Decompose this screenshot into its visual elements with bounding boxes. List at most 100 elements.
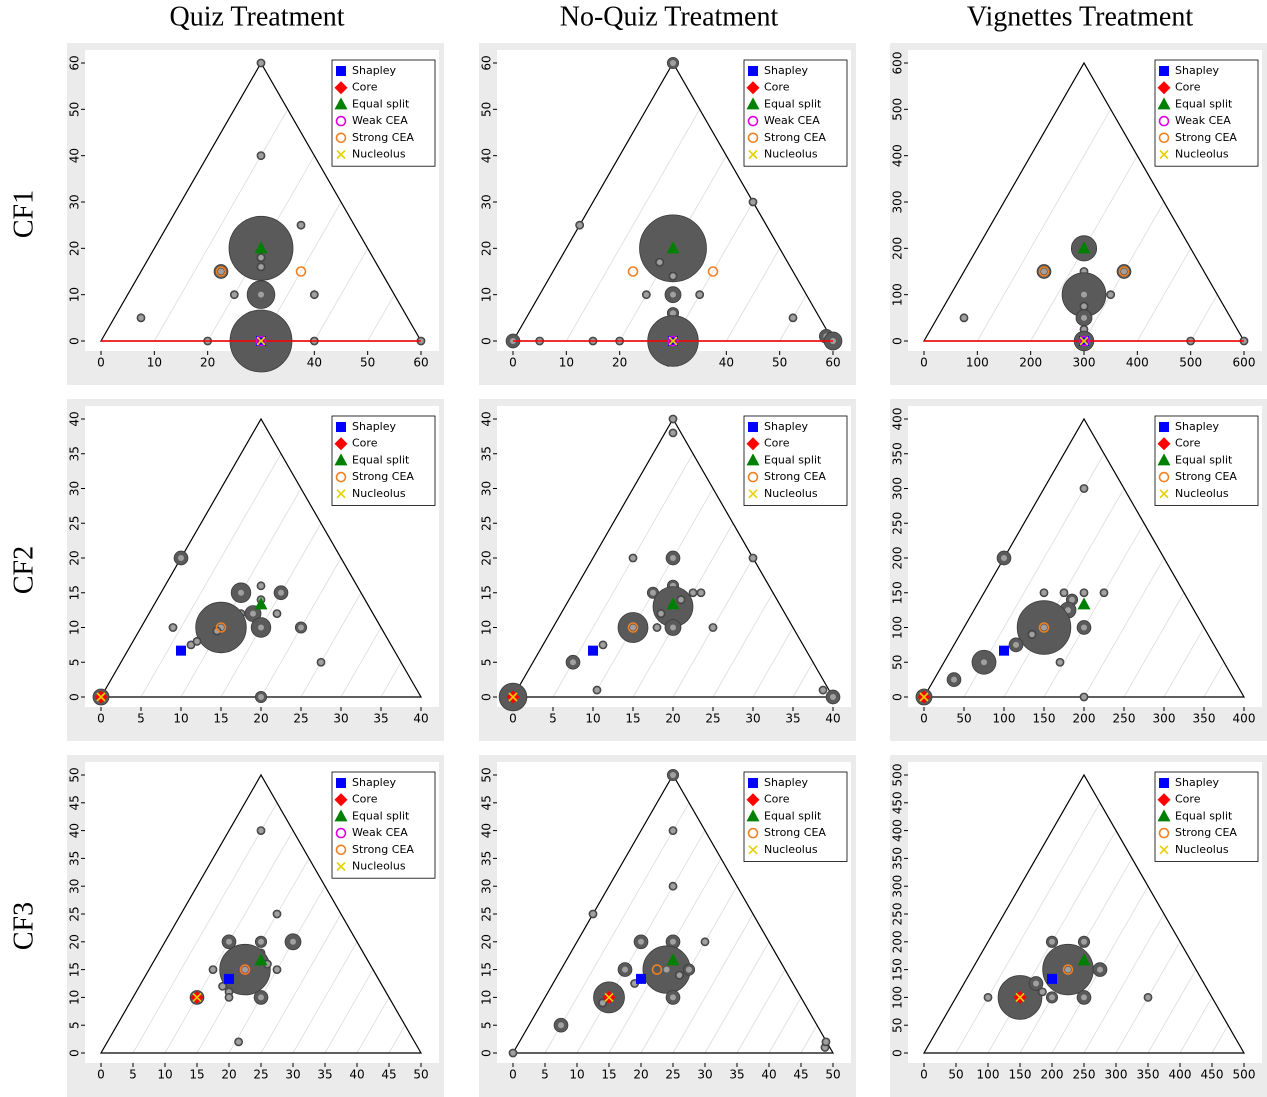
y-tick-label: 20 [68,550,82,565]
bubble-center [226,989,232,995]
bubble-center [210,966,216,973]
legend-label: Weak CEA [352,826,408,839]
y-tick-label: 35 [480,851,494,866]
x-tick-label: 10 [585,712,600,726]
legend-label: Strong CEA [352,470,414,483]
x-tick-label: 15 [625,712,640,726]
grid-line [1136,248,1192,342]
x-tick-label: 200 [1041,1068,1064,1082]
x-tick-label: 25 [293,712,308,726]
y-tick-label: 100 [891,986,905,1009]
equal-split-marker [1157,97,1171,110]
core-marker [746,793,760,807]
legend-label: Strong CEA [352,843,414,856]
legend-label: Nucleolus [764,148,818,161]
legend-label: Core [1175,793,1201,806]
bubble-center [188,642,194,648]
x-tick-label: 60 [825,356,840,370]
cea-marker [295,266,307,277]
x-tick-label: 50 [413,1068,428,1082]
legend-label: Shapley [764,776,809,789]
cea-marker [215,266,227,277]
bubble-center [1049,994,1055,1001]
legend-label: Strong CEA [1175,826,1237,839]
nucleolus-marker [1159,149,1169,160]
grid-line [260,913,342,1054]
grid-line [800,1025,818,1054]
bubble-center [242,966,248,973]
legend-label: Shapley [764,64,809,77]
triangle [99,773,423,1054]
bubble-center [274,966,280,973]
x-tick-label: 0 [97,1068,105,1082]
y-tick-label: 400 [891,408,905,431]
bubble-center [238,589,244,596]
legend-label: Strong CEA [764,131,826,144]
bubble-center [599,1000,606,1006]
legend-label: Core [352,437,378,450]
y-tick-label: 100 [891,283,905,306]
bubble-center [1033,980,1039,987]
bubble-center [670,291,676,298]
shapley-marker [336,422,346,432]
legend-label: Weak CEA [764,114,820,127]
x-tick-label: 400 [1126,356,1149,370]
x-tick-label: 400 [1169,1068,1192,1082]
x-tick-label: 30 [745,712,760,726]
x-tick-label: 5 [129,1068,137,1082]
cea-marker [627,622,639,633]
x-tick-label: 5 [137,712,145,726]
cea-marker [627,266,639,277]
y-tick-label: 20 [480,241,494,256]
x-tick-label: 15 [213,712,228,726]
equal-split-marker [334,97,348,110]
grid-line [356,997,390,1054]
bubble-center [1081,303,1087,309]
y-tick-label: 25 [480,906,494,921]
y-tick-label: 35 [68,851,82,866]
x-tick-label: 300 [1073,356,1096,370]
bubble-center [676,972,683,978]
legend-label: Equal split [352,97,410,110]
bubble-center [823,1039,829,1045]
x-tick-label: 0 [509,356,517,370]
grid-line [300,592,362,698]
core-marker [746,437,760,451]
bubble-center [250,610,256,617]
bubble-center [258,254,264,261]
cea-marker [335,132,347,144]
y-tick-label: 20 [68,934,82,949]
x-tick-label: 20 [221,1068,236,1082]
x-tick-label: 35 [373,712,388,726]
legend-label: Shapley [1175,776,1220,789]
bubble-center [258,938,264,945]
column-title: Vignettes Treatment [967,1,1193,32]
x-tick-label: 0 [509,712,517,726]
x-tick-label: 20 [612,356,627,370]
x-tick-label: 100 [993,712,1016,726]
grid-line [725,248,781,342]
x-tick-label: 15 [601,1068,616,1082]
equal-split-marker [1077,597,1091,610]
bubble-center [638,938,644,945]
x-tick-label: 0 [920,1068,928,1082]
legend-label: Core [1175,81,1201,94]
bubble-center [258,827,264,834]
nucleolus-marker [192,992,202,1002]
bubble-center [710,624,716,631]
y-tick-label: 0 [68,337,82,345]
grid-line [220,523,322,698]
grid-line [1083,557,1165,698]
bubble-center [258,60,264,66]
bubble-center [1081,694,1087,700]
legend-label: Equal split [1175,809,1233,822]
grid-line [672,913,754,1054]
nucleolus-marker [336,149,346,160]
y-tick-label: 500 [891,764,905,787]
y-tick-label: 5 [68,1021,82,1029]
bubble-center [170,624,176,631]
y-tick-label: 400 [891,819,905,842]
grid-line [1123,592,1185,698]
bubble-center [1001,555,1007,561]
bubble-center [670,555,676,561]
